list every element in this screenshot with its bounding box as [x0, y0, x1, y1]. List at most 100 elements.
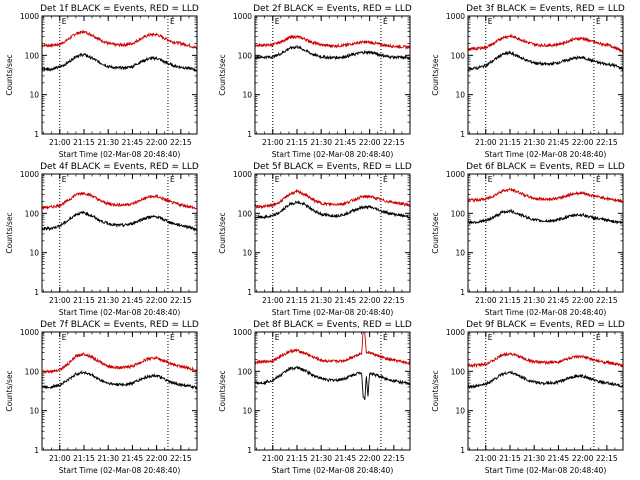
x-tick-label: 21:30 — [523, 454, 545, 463]
event-marker-label: E — [488, 17, 493, 26]
x-tick-label: 21:00 — [262, 296, 284, 305]
x-tick-label: 22:15 — [596, 296, 618, 305]
y-tick-label: 100 — [238, 367, 253, 376]
x-tick-label: 21:30 — [310, 138, 332, 147]
chart-panel: Det 5f BLACK = Events, RED = LLD Counts/s… — [218, 162, 412, 317]
y-axis-label: Counts/sec — [5, 370, 14, 411]
y-tick-label: 1 — [34, 130, 39, 139]
y-axis-label: Counts/sec — [431, 54, 440, 95]
y-tick-label: 1 — [460, 446, 465, 455]
y-tick-label: 1000 — [233, 12, 252, 21]
plot-frame — [254, 15, 411, 135]
y-tick-label: 1 — [247, 130, 252, 139]
y-tick-label: 100 — [25, 367, 40, 376]
y-tick-label: 100 — [25, 209, 40, 218]
y-axis-label: Counts/sec — [431, 370, 440, 411]
x-tick-label: 22:15 — [170, 296, 192, 305]
y-axis-label: Counts/sec — [5, 212, 14, 253]
y-tick-label: 10 — [455, 91, 465, 100]
x-tick-label: 22:15 — [383, 138, 405, 147]
y-tick-label: 100 — [238, 209, 253, 218]
event-marker-label: E — [596, 333, 601, 342]
x-tick-label: 21:00 — [262, 454, 284, 463]
x-axis-label: Start Time (02-Mar-08 20:48:40) — [272, 150, 394, 159]
x-tick-label: 21:00 — [262, 138, 284, 147]
chart-panel: Det 4f BLACK = Events, RED = LLD Counts/s… — [5, 162, 199, 317]
x-tick-label: 21:30 — [97, 296, 119, 305]
event-marker-label: E — [62, 333, 67, 342]
y-tick-label: 10 — [455, 407, 465, 416]
lld-series-line — [254, 331, 411, 365]
event-marker-label: E — [170, 17, 175, 26]
y-tick-label: 10 — [242, 91, 252, 100]
event-marker-label: E — [275, 17, 280, 26]
event-marker-label: E — [383, 333, 388, 342]
x-tick-label: 21:45 — [548, 138, 570, 147]
chart-panel: Det 8f BLACK = Events, RED = LLD Counts/s… — [218, 320, 412, 475]
events-series-line — [467, 370, 624, 390]
x-tick-label: 22:15 — [383, 296, 405, 305]
x-tick-label: 22:15 — [596, 138, 618, 147]
x-tick-label: 21:45 — [335, 296, 357, 305]
event-marker-label: E — [488, 175, 493, 184]
x-axis-label: Start Time (02-Mar-08 20:48:40) — [485, 308, 607, 317]
event-marker-label: E — [62, 175, 67, 184]
chart-panel: Det 1f BLACK = Events, RED = LLD Counts/s… — [5, 4, 199, 159]
panel-title: Det 2f BLACK = Events, RED = LLD — [253, 4, 412, 14]
y-tick-label: 1000 — [20, 328, 39, 337]
events-series-line — [41, 210, 198, 233]
event-marker-label: E — [383, 175, 388, 184]
y-tick-label: 100 — [25, 51, 40, 60]
y-tick-label: 1 — [34, 288, 39, 297]
x-tick-label: 21:30 — [523, 296, 545, 305]
x-tick-label: 22:00 — [146, 454, 168, 463]
x-tick-label: 22:15 — [596, 454, 618, 463]
plot-frame — [467, 331, 624, 451]
x-tick-label: 22:15 — [383, 454, 405, 463]
panel-title: Det 6f BLACK = Events, RED = LLD — [466, 162, 625, 172]
lld-series-line — [254, 188, 411, 210]
x-tick-label: 21:45 — [335, 138, 357, 147]
panel-title: Det 3f BLACK = Events, RED = LLD — [466, 4, 625, 14]
x-tick-label: 22:00 — [572, 454, 594, 463]
x-tick-label: 22:00 — [359, 454, 381, 463]
event-marker-label: E — [596, 17, 601, 26]
x-tick-label: 21:00 — [49, 138, 71, 147]
y-axis-label: Counts/sec — [218, 54, 227, 95]
events-series-line — [467, 50, 624, 72]
plot-frame — [254, 173, 411, 293]
x-tick-label: 21:15 — [499, 296, 521, 305]
y-tick-label: 1 — [460, 130, 465, 139]
plot-frame — [254, 331, 411, 451]
y-tick-label: 1000 — [446, 170, 465, 179]
x-tick-label: 21:30 — [97, 138, 119, 147]
y-tick-label: 10 — [455, 249, 465, 258]
events-series-line — [467, 208, 624, 225]
events-series-line — [254, 200, 411, 220]
x-tick-label: 21:15 — [286, 138, 308, 147]
x-tick-label: 21:15 — [286, 296, 308, 305]
y-tick-label: 10 — [242, 407, 252, 416]
plot-frame — [467, 173, 624, 293]
y-tick-label: 10 — [29, 249, 39, 258]
x-tick-label: 22:00 — [572, 138, 594, 147]
event-marker-label: E — [275, 333, 280, 342]
x-tick-label: 21:45 — [548, 296, 570, 305]
x-tick-label: 22:15 — [170, 138, 192, 147]
x-tick-label: 22:15 — [170, 454, 192, 463]
chart-panel: Det 7f BLACK = Events, RED = LLD Counts/s… — [5, 320, 199, 475]
event-marker-label: E — [596, 175, 601, 184]
panel-title: Det 4f BLACK = Events, RED = LLD — [40, 162, 199, 172]
y-axis-label: Counts/sec — [218, 370, 227, 411]
x-tick-label: 21:00 — [475, 138, 497, 147]
x-tick-label: 21:00 — [475, 454, 497, 463]
event-marker-label: E — [488, 333, 493, 342]
y-tick-label: 100 — [238, 51, 253, 60]
y-tick-label: 100 — [451, 367, 466, 376]
y-tick-label: 100 — [451, 51, 466, 60]
lld-series-line — [42, 352, 197, 374]
y-tick-label: 1000 — [20, 170, 39, 179]
x-tick-label: 21:15 — [73, 138, 95, 147]
x-tick-label: 21:00 — [49, 454, 71, 463]
chart-panel: Det 6f BLACK = Events, RED = LLD Counts/s… — [431, 162, 625, 317]
